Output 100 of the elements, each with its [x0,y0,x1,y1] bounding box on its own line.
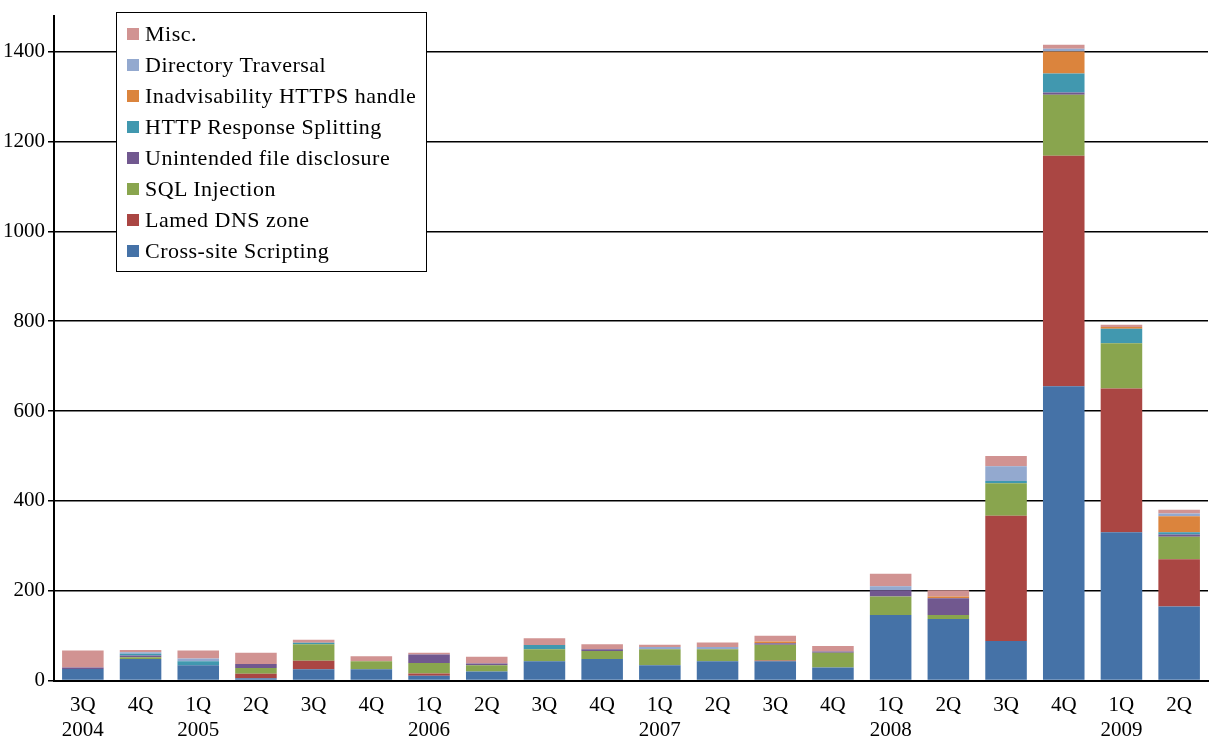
bar [985,466,1027,482]
bar [985,481,1027,484]
bar [62,668,104,680]
bar [408,654,450,664]
bar [177,661,220,666]
x-tick-label: 2Q [243,691,269,716]
y-tick-label: 600 [13,397,45,422]
x-tick-label: 1Q 2006 [408,691,451,741]
bar [1158,606,1200,680]
bar [1158,536,1200,560]
bar [985,455,1027,467]
y-tick-label: 0 [34,667,45,692]
x-tick-label: 2Q [1166,691,1192,716]
y-tick-label: 1200 [3,127,45,152]
bar [812,652,854,668]
bar [1042,155,1085,387]
bar [1042,51,1085,74]
bar [639,665,681,680]
bar [350,669,393,680]
y-tick-label: 200 [13,577,45,602]
bar [408,675,450,680]
bar [523,638,566,646]
bar [985,641,1027,680]
bar [1042,386,1085,680]
bar [754,661,797,680]
x-tick-label: 4Q [589,691,615,716]
bar [1042,94,1085,156]
bar [927,619,970,680]
bar [581,644,623,650]
bar [235,673,277,679]
bar [1042,48,1085,52]
bar [1158,513,1200,517]
x-tick-label: 4Q [358,691,385,716]
bar [754,644,797,661]
x-tick-label: 2Q [935,691,962,716]
bar [812,667,854,680]
bar [523,661,566,680]
bar [292,669,335,680]
bar [235,663,277,669]
x-tick-label: 4Q [820,691,846,716]
legend-label: Lamed DNS zone [145,207,310,234]
x-tick-label: 2Q [473,691,500,716]
x-tick-label: 1Q 2009 [1100,691,1143,741]
bar [523,649,566,662]
bar [581,650,623,660]
bar [292,660,335,670]
legend-label: Inadvisability HTTPS handle [145,83,417,110]
bar [869,596,912,615]
bar [869,586,912,591]
bar [639,649,681,666]
x-tick-label: 1Q 2008 [869,691,912,741]
x-tick-label: 4Q [1050,691,1077,716]
bar [927,615,970,620]
legend-label: HTTP Response Splitting [145,114,382,141]
bar [696,661,739,680]
x-tick-label: 3Q [993,691,1019,716]
bar [696,649,739,662]
x-tick-label: 3Q [531,691,558,716]
bar [1042,73,1085,93]
bar [350,661,393,670]
bar [523,645,566,650]
y-tick-label: 1000 [3,217,45,242]
x-tick-label: 3Q 2004 [61,691,105,741]
bar [1100,532,1143,680]
legend-label: Cross-site Scripting [145,238,330,265]
y-tick-label: 1400 [3,38,45,63]
legend-label: Directory Traversal [145,52,327,79]
bar [177,650,220,659]
x-tick-label: 3Q [300,691,327,716]
bar [62,650,104,668]
bar [292,644,335,661]
x-tick-label: 3Q [762,691,789,716]
bar [927,590,970,597]
x-tick-label: 2Q [704,691,731,716]
y-tick-label: 800 [13,307,45,332]
bar [119,659,162,680]
bar [869,615,912,680]
bar [465,671,508,680]
x-tick-label: 1Q 2005 [177,691,220,741]
bar [985,515,1027,642]
bar [581,659,623,680]
bar [1100,388,1143,533]
x-tick-label: 1Q 2007 [638,691,681,741]
bar [869,590,912,597]
bar [235,668,277,674]
legend-label: SQL Injection [145,176,276,203]
bar [408,663,450,674]
legend-label: Unintended file disclosure [145,145,391,172]
bar [869,573,912,587]
bar [1042,44,1085,49]
bar [1158,516,1200,533]
bar [927,598,970,615]
bar [408,673,450,676]
bar [235,652,277,664]
bar [1100,343,1143,389]
bar [1100,328,1143,344]
bar [1158,559,1200,607]
bar [177,665,220,680]
bar [812,646,854,652]
bar [696,642,739,647]
